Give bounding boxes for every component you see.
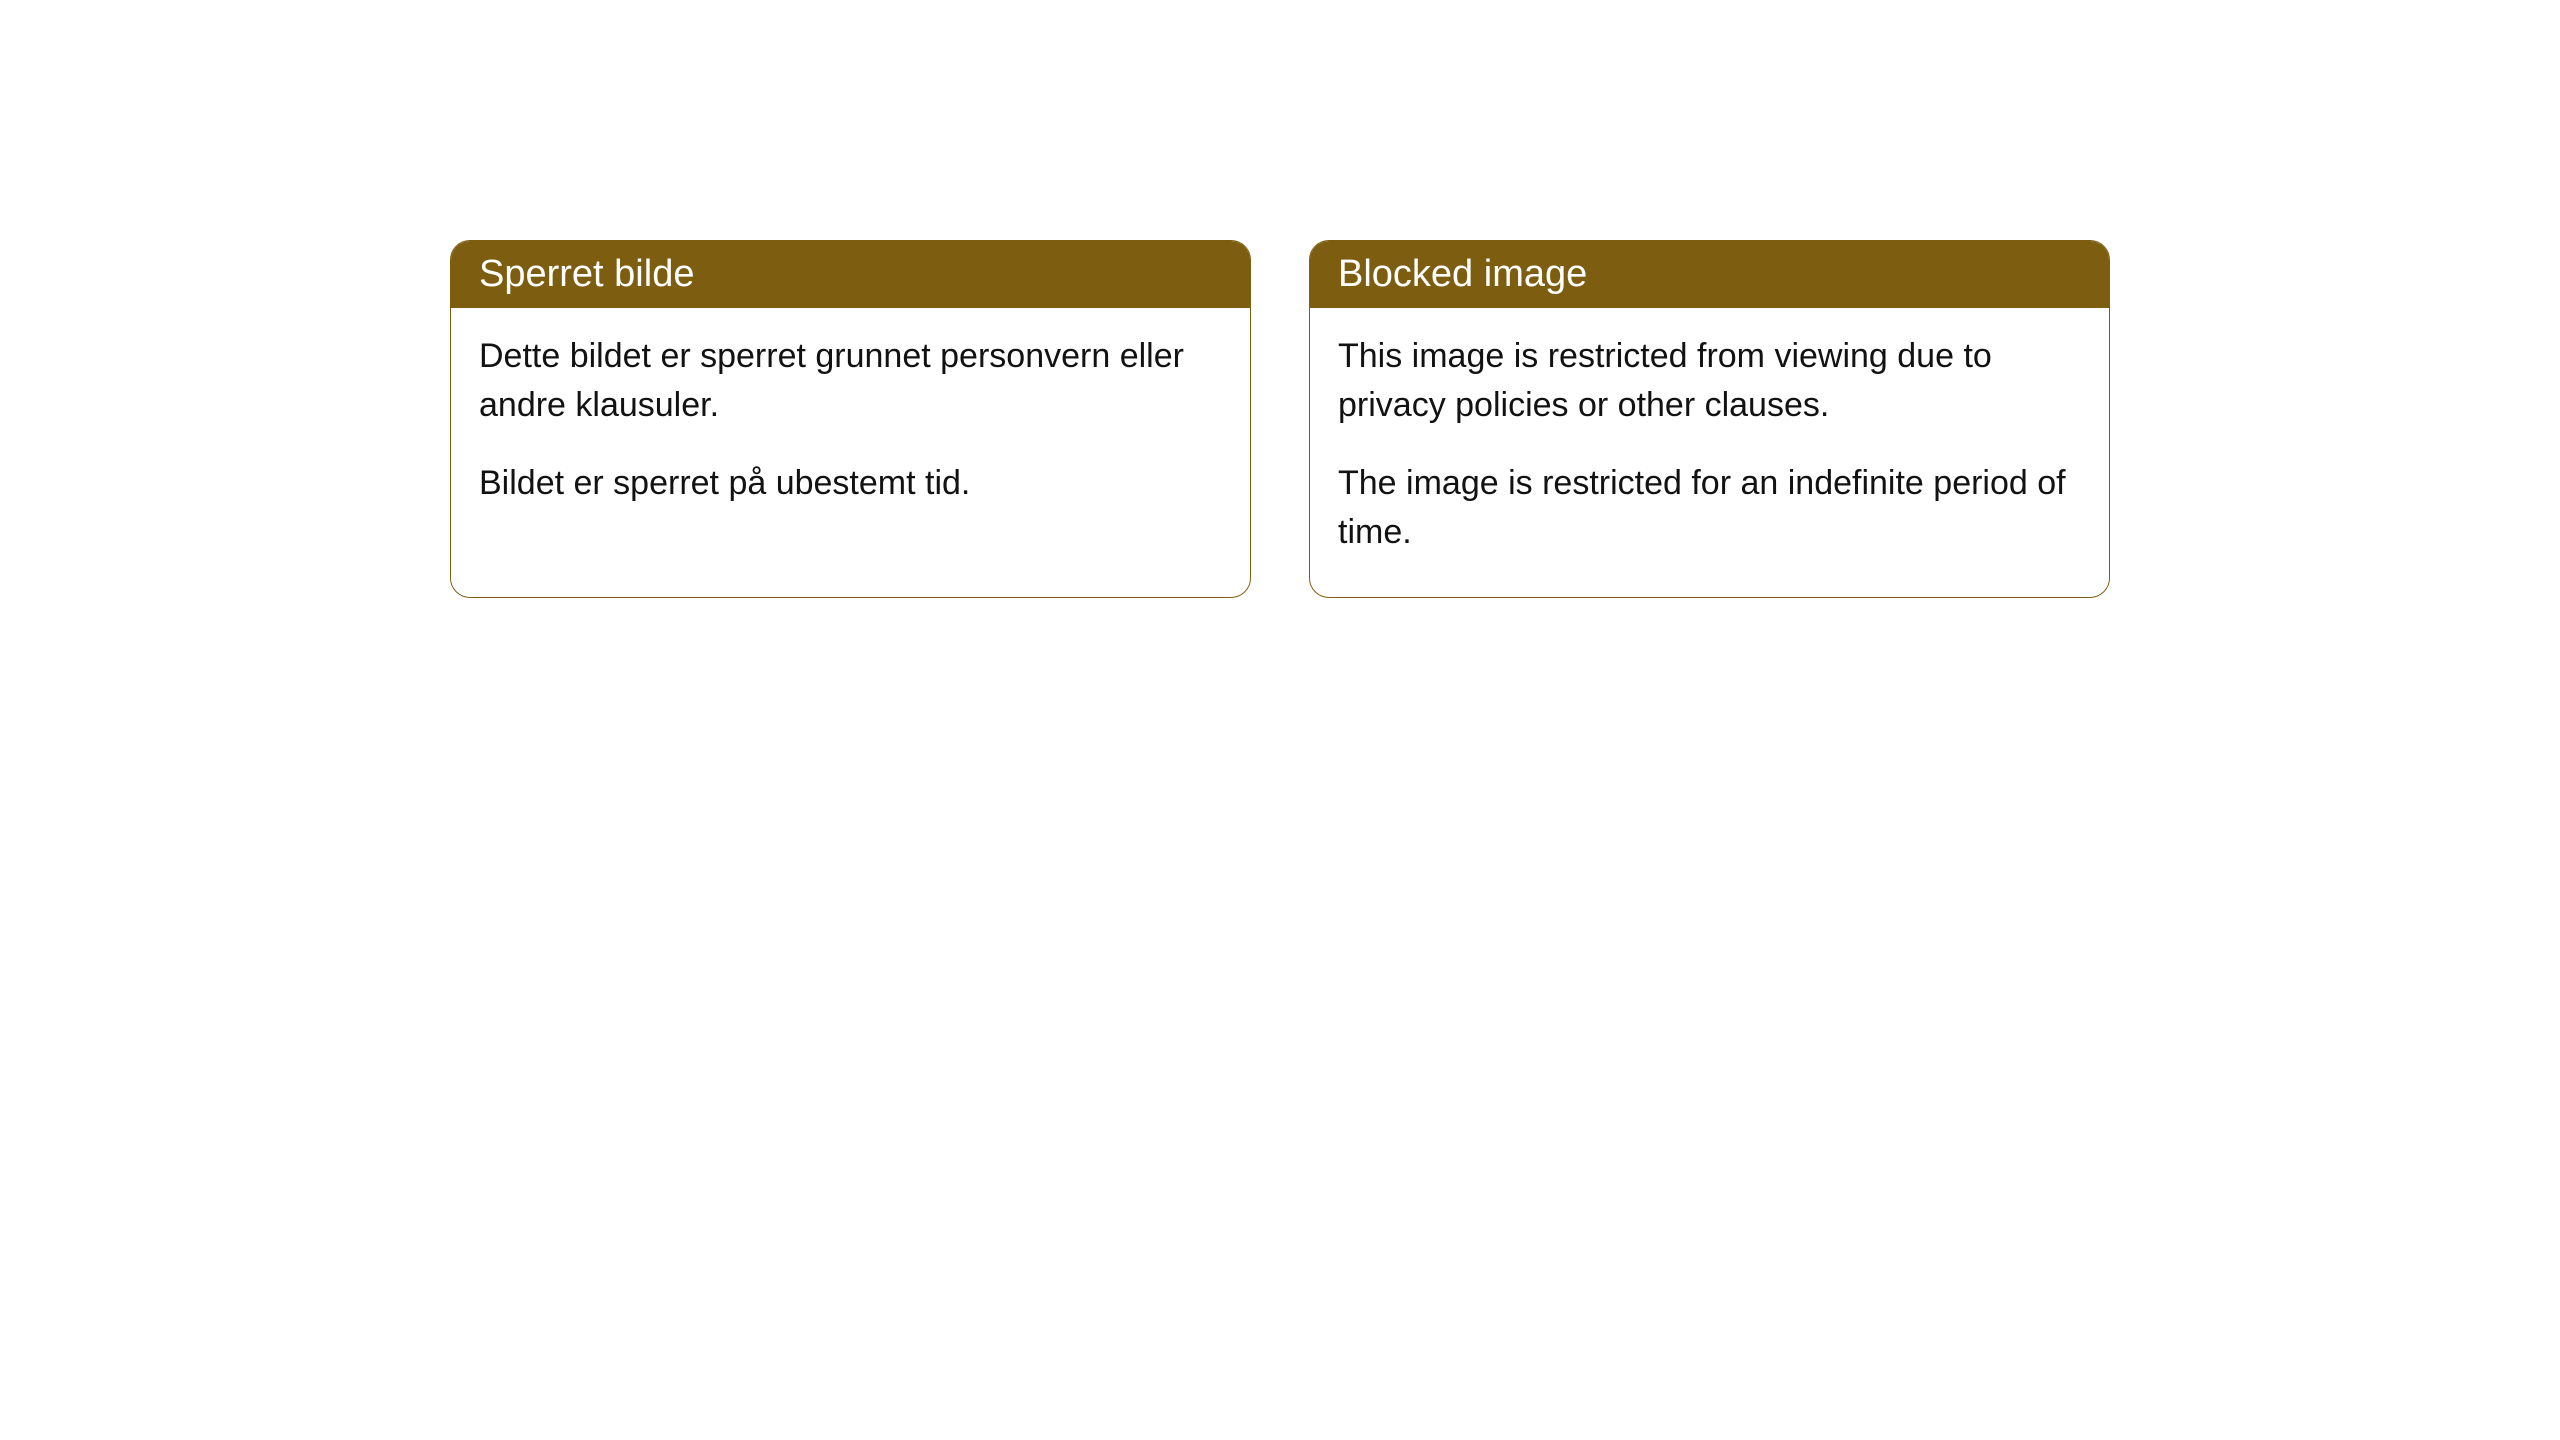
blocked-image-card-norwegian: Sperret bilde Dette bildet er sperret gr…: [450, 240, 1251, 598]
blocked-image-card-english: Blocked image This image is restricted f…: [1309, 240, 2110, 598]
notice-text-2: The image is restricted for an indefinit…: [1338, 459, 2081, 558]
card-body-english: This image is restricted from viewing du…: [1310, 308, 2109, 597]
notice-text-1: This image is restricted from viewing du…: [1338, 332, 2081, 431]
notice-text-1: Dette bildet er sperret grunnet personve…: [479, 332, 1222, 431]
notice-cards-container: Sperret bilde Dette bildet er sperret gr…: [450, 240, 2110, 598]
notice-text-2: Bildet er sperret på ubestemt tid.: [479, 459, 1222, 508]
card-header-norwegian: Sperret bilde: [451, 241, 1250, 308]
card-header-english: Blocked image: [1310, 241, 2109, 308]
card-body-norwegian: Dette bildet er sperret grunnet personve…: [451, 308, 1250, 548]
